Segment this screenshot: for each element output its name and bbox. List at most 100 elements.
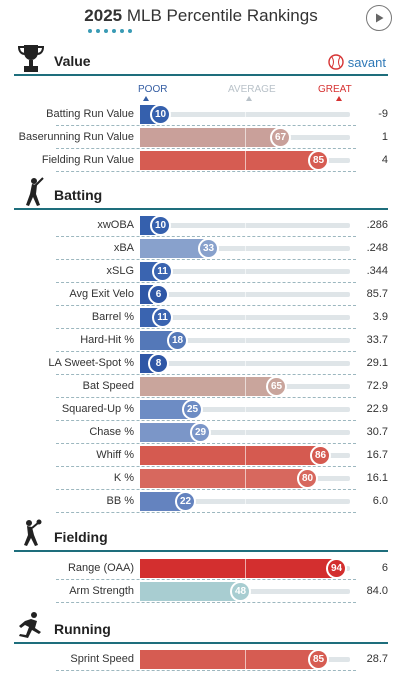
metric-value: 16.1 <box>366 472 388 484</box>
metric-label: Batting Run Value <box>46 108 134 120</box>
metric-row[interactable]: LA Sweet-Spot % 8 29.1 <box>0 352 402 375</box>
metric-value: 1 <box>381 131 388 143</box>
percentile-bubble: 94 <box>326 558 347 579</box>
scale-average-marker <box>246 96 252 101</box>
metric-value: 85.7 <box>366 288 388 300</box>
average-line <box>245 329 246 352</box>
average-line <box>245 557 246 580</box>
average-line <box>245 126 246 149</box>
section-title: Batting <box>54 187 103 203</box>
metric-label: Whiff % <box>96 449 134 461</box>
metric-row[interactable]: Chase % 29 30.7 <box>0 421 402 444</box>
metric-label: xwOBA <box>97 219 134 231</box>
average-line <box>245 103 246 126</box>
row-divider <box>56 282 356 283</box>
section-title: Running <box>54 621 111 637</box>
percentile-bubble: 85 <box>308 150 329 171</box>
average-line <box>245 306 246 329</box>
metric-row[interactable]: Bat Speed 65 72.9 <box>0 375 402 398</box>
metric-value: 22.9 <box>366 403 388 415</box>
header: 2025 MLB Percentile Rankings <box>0 0 402 40</box>
metric-label: Bat Speed <box>82 380 134 392</box>
percentile-bar <box>140 377 277 396</box>
metric-label: BB % <box>106 495 134 507</box>
scale-poor-marker <box>143 96 149 101</box>
fielder-icon <box>16 518 46 550</box>
metric-value: 29.1 <box>366 357 388 369</box>
metric-label: Range (OAA) <box>67 562 134 574</box>
metric-label: Chase % <box>89 426 134 438</box>
metric-value: 3.9 <box>372 311 388 323</box>
metric-value: 33.7 <box>366 334 388 346</box>
savant-label: savant <box>347 54 386 70</box>
page-title: 2025 MLB Percentile Rankings <box>0 6 402 26</box>
average-line <box>245 398 246 421</box>
metric-value: 84.0 <box>366 585 388 597</box>
metric-value: 16.7 <box>366 449 388 461</box>
metric-row[interactable]: Baserunning Run Value 67 1 <box>0 126 402 149</box>
metric-label: Baserunning Run Value <box>18 131 134 143</box>
metric-row[interactable]: xBA 33 .248 <box>0 237 402 260</box>
percentile-bar <box>140 446 321 465</box>
metric-row[interactable]: Squared-Up % 25 22.9 <box>0 398 402 421</box>
metric-row[interactable]: Fielding Run Value 85 4 <box>0 149 402 172</box>
metric-row[interactable]: Barrel % 11 3.9 <box>0 306 402 329</box>
pager-dots <box>88 29 132 33</box>
savant-logo[interactable]: savant <box>327 54 386 70</box>
metric-label: Hard-Hit % <box>80 334 134 346</box>
metric-value: 6.0 <box>372 495 388 507</box>
scale-great-marker <box>336 96 342 101</box>
metric-row[interactable]: xwOBA 10 .286 <box>0 214 402 237</box>
section-divider <box>14 208 388 210</box>
percentile-bubble: 18 <box>167 330 188 351</box>
row-divider <box>56 602 356 603</box>
percentile-bubble: 11 <box>152 261 173 282</box>
percentile-bubble: 80 <box>297 468 318 489</box>
average-line <box>245 260 246 283</box>
percentile-bubble: 33 <box>198 238 219 259</box>
average-line <box>245 648 246 671</box>
percentile-bar <box>140 559 337 578</box>
metric-row[interactable]: Avg Exit Velo 6 85.7 <box>0 283 402 306</box>
metric-value: 4 <box>381 154 388 166</box>
row-divider <box>56 512 356 513</box>
metric-row[interactable]: xSLG 11 .344 <box>0 260 402 283</box>
metric-row[interactable]: Range (OAA) 94 6 <box>0 557 402 580</box>
row-divider <box>56 171 356 172</box>
metric-row[interactable]: Arm Strength 48 84.0 <box>0 580 402 603</box>
metric-value: .344 <box>366 265 388 277</box>
metric-label: xBA <box>113 242 134 254</box>
metric-row[interactable]: BB % 22 6.0 <box>0 490 402 513</box>
average-line <box>245 149 246 172</box>
title-year: 2025 <box>84 6 123 25</box>
average-line <box>245 444 246 467</box>
metric-label: LA Sweet-Spot % <box>48 357 134 369</box>
metric-label: K % <box>113 472 134 484</box>
play-icon <box>376 13 384 23</box>
row-divider <box>56 489 356 490</box>
percentile-bar <box>140 650 319 669</box>
metric-label: Fielding Run Value <box>41 154 134 166</box>
section-batting-header: Batting <box>14 177 388 210</box>
metric-row[interactable]: Sprint Speed 85 28.7 <box>0 648 402 671</box>
section-title: Value <box>54 53 91 69</box>
metric-row[interactable]: Whiff % 86 16.7 <box>0 444 402 467</box>
row-divider <box>56 443 356 444</box>
percentile-bar <box>140 492 186 511</box>
row-divider <box>56 466 356 467</box>
section-divider <box>14 642 388 644</box>
play-button[interactable] <box>366 5 392 31</box>
average-line <box>245 421 246 444</box>
row-divider <box>56 125 356 126</box>
percentile-bubble: 11 <box>152 307 173 328</box>
percentile-bubble: 67 <box>270 127 291 148</box>
metric-value: .248 <box>366 242 388 254</box>
metric-row[interactable]: Hard-Hit % 18 33.7 <box>0 329 402 352</box>
average-line <box>245 490 246 513</box>
average-line <box>245 283 246 306</box>
row-divider <box>56 579 356 580</box>
section-value-header: Value <box>14 44 388 76</box>
percentile-bar <box>140 423 201 442</box>
metric-row[interactable]: K % 80 16.1 <box>0 467 402 490</box>
metric-row[interactable]: Batting Run Value 10 -9 <box>0 103 402 126</box>
